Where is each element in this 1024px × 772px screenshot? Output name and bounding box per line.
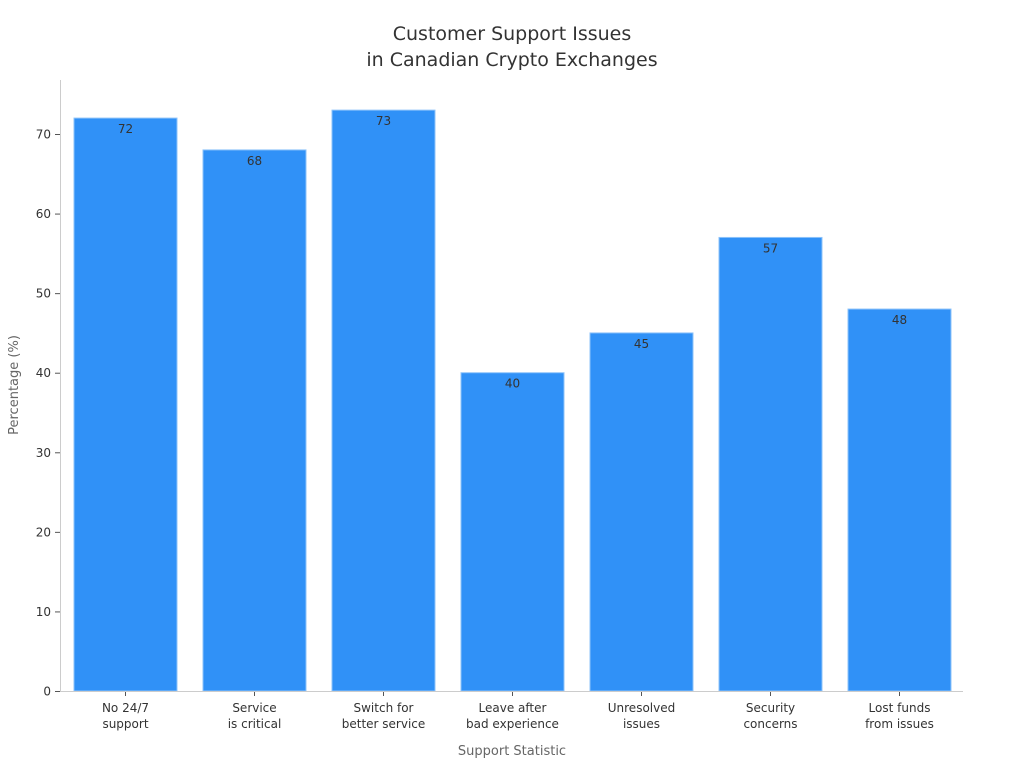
x-axis-label: Support Statistic (458, 744, 566, 759)
bar (589, 332, 694, 692)
x-tick-label: concerns (743, 717, 797, 731)
x-tick-label: Switch for (354, 701, 414, 715)
x-tick-label: Security (746, 701, 795, 715)
y-tick-label: 20 (36, 525, 51, 539)
bar (331, 109, 436, 692)
data-label: 48 (892, 313, 907, 327)
y-tick-label: 70 (36, 128, 51, 142)
x-tick-label: bad experience (466, 717, 559, 731)
x-tick-label: Unresolved (608, 701, 675, 715)
x-tick-label: Leave after (479, 701, 547, 715)
y-tick-label: 60 (36, 207, 51, 221)
x-tick-label: issues (623, 717, 660, 731)
x-tick-label: is critical (228, 717, 282, 731)
x-tick-label: support (102, 717, 148, 731)
data-label: 45 (634, 337, 649, 351)
data-label: 73 (376, 114, 391, 128)
data-label: 57 (763, 241, 778, 255)
x-tick-label: Lost funds (869, 701, 931, 715)
chart-title-line-1: Customer Support Issues (393, 23, 632, 45)
bar (718, 236, 823, 692)
y-tick-label: 40 (36, 366, 51, 380)
y-tick-label: 50 (36, 287, 51, 301)
x-tick-label: better service (342, 717, 426, 731)
x-tick-label: from issues (865, 717, 934, 731)
bar (847, 308, 952, 692)
x-tick-label: Service (232, 701, 276, 715)
bar (460, 372, 565, 692)
y-tick-label: 30 (36, 446, 51, 460)
data-label: 72 (118, 122, 133, 136)
y-tick-label: 0 (43, 685, 51, 699)
y-axis-label: Percentage (%) (7, 335, 22, 435)
data-label: 40 (505, 377, 520, 391)
bar (73, 117, 178, 692)
y-tick-label: 10 (36, 605, 51, 619)
x-tick-label: No 24/7 (102, 701, 149, 715)
chart-title-line-2: in Canadian Crypto Exchanges (366, 49, 657, 71)
data-label: 68 (247, 154, 262, 168)
bar (202, 149, 307, 692)
